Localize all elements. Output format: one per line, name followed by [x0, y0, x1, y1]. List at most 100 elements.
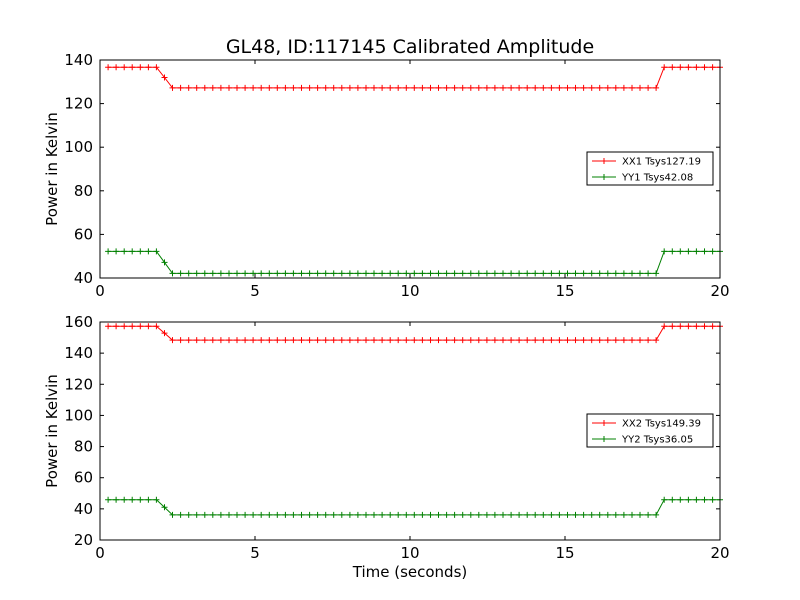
- data-point: [629, 84, 635, 91]
- y-tick-label: 80: [74, 438, 93, 456]
- data-point: [443, 511, 450, 518]
- data-point: [685, 323, 692, 330]
- data-point: [161, 259, 168, 266]
- legend-marker-1: [601, 158, 607, 164]
- data-point: [580, 337, 587, 344]
- data-point: [483, 337, 490, 344]
- data-point: [435, 84, 442, 91]
- data-point: [338, 337, 345, 344]
- data-point: [193, 337, 200, 344]
- data-point: [556, 270, 563, 277]
- data-point: [363, 84, 369, 91]
- data-point: [129, 496, 136, 503]
- data-point: [516, 511, 523, 518]
- data-point: [693, 248, 700, 255]
- y-tick-label: 140: [64, 344, 93, 362]
- data-point: [371, 337, 377, 344]
- data-point: [226, 84, 232, 91]
- data-point: [371, 270, 377, 277]
- data-point: [290, 84, 297, 91]
- x-tick-label: 0: [95, 282, 105, 300]
- data-point: [451, 337, 458, 344]
- data-point: [604, 270, 611, 277]
- data-point: [201, 337, 208, 344]
- series-markers-1: [105, 323, 723, 344]
- data-point: [620, 270, 627, 277]
- data-point: [685, 248, 692, 255]
- data-point: [258, 337, 265, 344]
- data-point: [226, 511, 232, 518]
- data-point: [451, 511, 458, 518]
- y-tick-label: 120: [64, 95, 93, 113]
- data-point: [580, 511, 587, 518]
- data-point: [274, 337, 281, 344]
- data-point: [153, 496, 160, 503]
- data-point: [209, 511, 216, 518]
- data-point: [330, 511, 337, 518]
- data-point: [105, 64, 112, 71]
- data-point: [516, 337, 523, 344]
- data-point: [548, 337, 555, 344]
- data-point: [242, 270, 249, 277]
- data-point: [226, 270, 232, 277]
- y-tick-label: 100: [64, 138, 93, 156]
- data-point: [451, 270, 458, 277]
- data-point: [629, 511, 635, 518]
- data-point: [443, 84, 450, 91]
- data-point: [330, 84, 337, 91]
- data-point: [491, 337, 498, 344]
- data-point: [282, 270, 289, 277]
- data-point: [709, 323, 716, 330]
- data-point: [709, 64, 716, 71]
- data-point: [193, 84, 200, 91]
- data-point: [435, 337, 442, 344]
- data-point: [532, 84, 539, 91]
- data-point: [411, 511, 418, 518]
- data-point: [217, 337, 224, 344]
- data-point: [330, 270, 337, 277]
- data-point: [177, 84, 184, 91]
- data-point: [226, 337, 232, 344]
- data-point: [153, 248, 160, 255]
- data-point: [467, 84, 474, 91]
- chart-title: GL48, ID:117145 Calibrated Amplitude: [226, 36, 594, 58]
- data-point: [234, 511, 240, 518]
- data-point: [524, 270, 531, 277]
- data-point: [661, 64, 668, 71]
- data-point: [540, 511, 547, 518]
- data-point: [177, 270, 184, 277]
- data-point: [669, 323, 676, 330]
- data-point: [564, 270, 571, 277]
- data-point: [395, 84, 402, 91]
- data-point: [596, 337, 603, 344]
- data-point: [588, 511, 595, 518]
- data-point: [250, 270, 257, 277]
- y-tick-label: 60: [74, 225, 93, 243]
- data-point: [532, 337, 539, 344]
- data-point: [250, 337, 257, 344]
- data-point: [653, 337, 660, 344]
- x-axis-label: Time (seconds): [352, 563, 468, 581]
- data-point: [121, 64, 128, 71]
- data-point: [677, 64, 684, 71]
- data-point: [572, 84, 579, 91]
- data-point: [322, 511, 329, 518]
- data-point: [242, 337, 249, 344]
- data-point: [596, 84, 603, 91]
- data-point: [338, 511, 345, 518]
- data-point: [620, 337, 627, 344]
- data-point: [516, 84, 523, 91]
- data-point: [314, 337, 321, 344]
- y-axis-label: Power in Kelvin: [43, 112, 61, 226]
- data-point: [298, 270, 305, 277]
- data-point: [145, 248, 152, 255]
- y-tick-label: 140: [64, 51, 93, 69]
- x-tick-label: 20: [710, 282, 729, 300]
- data-point: [145, 323, 152, 330]
- data-point: [540, 337, 547, 344]
- data-point: [419, 270, 426, 277]
- data-point: [540, 84, 547, 91]
- data-point: [500, 84, 506, 91]
- series-line-1: [108, 66, 720, 89]
- legend-box: [586, 151, 714, 186]
